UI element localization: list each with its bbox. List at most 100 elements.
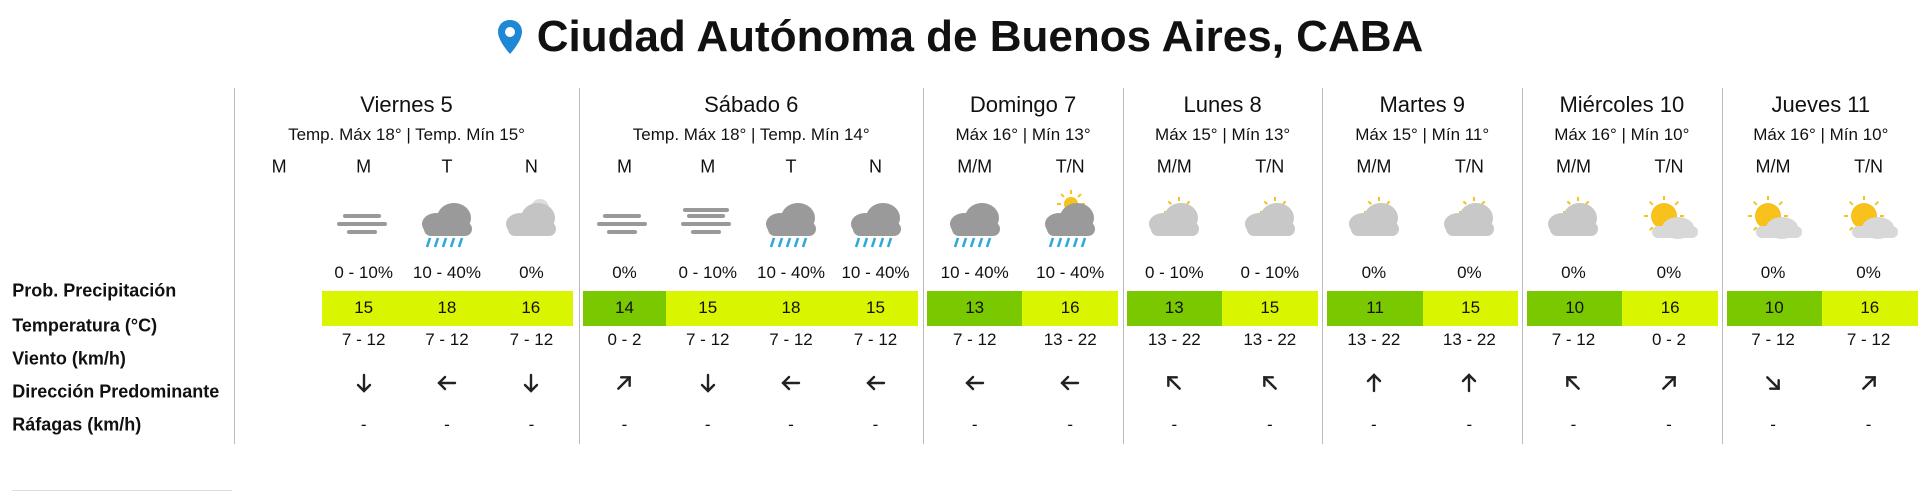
period-label: T/N	[1454, 156, 1484, 177]
row-label: Prob. Precipitación	[12, 280, 177, 301]
day-summary: Temp. Máx 18° | Temp. Mín 15°	[288, 124, 525, 144]
temperature-cell: 11	[1327, 291, 1423, 326]
weather-icon	[1548, 197, 1599, 237]
precipitation: 0%	[519, 263, 544, 283]
title: Ciudad Autónoma de Buenos Aires, CABA	[536, 12, 1424, 61]
column-separator	[1721, 88, 1723, 444]
gust: -	[1466, 414, 1473, 434]
gust: -	[1666, 414, 1672, 434]
weather-icon	[1748, 196, 1803, 240]
period-label: N	[524, 156, 538, 177]
temperature-cell: 14	[582, 291, 667, 326]
direction-arrow	[865, 376, 885, 391]
temperature-cell: 15	[1422, 291, 1519, 326]
period-label: M/M	[957, 156, 993, 177]
direction-arrow	[524, 374, 539, 393]
period-label: M/M	[1356, 156, 1392, 177]
gust: -	[1865, 414, 1872, 434]
period-label: M/M	[1156, 156, 1192, 177]
gust: -	[1266, 414, 1273, 434]
wind: 7 - 12	[425, 330, 469, 350]
precipitation: 0 - 10%	[334, 263, 393, 283]
wind: 7 - 12	[853, 330, 898, 350]
weather-icon	[1643, 196, 1698, 240]
direction-arrow	[1766, 376, 1780, 391]
temperature-cell: 16	[1822, 291, 1918, 326]
weather-icon	[506, 199, 557, 237]
location-pin	[497, 20, 522, 54]
weather-icon	[1149, 197, 1200, 237]
temperature-cell: 10	[1726, 291, 1823, 326]
direction-arrow	[617, 376, 632, 391]
period-label: T/N	[1854, 156, 1884, 177]
day-summary: Temp. Máx 18° | Temp. Mín 14°	[632, 124, 870, 144]
precipitation: 10 - 40%	[412, 263, 481, 283]
day-summary: Máx 16° | Mín 10°	[1554, 124, 1690, 144]
precipitation: 0 - 10%	[1240, 263, 1300, 283]
wind: 7 - 12	[341, 330, 386, 350]
column-separator	[233, 88, 235, 444]
column-separator	[1322, 88, 1324, 444]
day-summary: Máx 16° | Mín 13°	[955, 124, 1091, 144]
temperature-cell: 10	[1526, 291, 1623, 326]
precipitation: 0%	[1561, 263, 1586, 283]
wind: 0 - 2	[607, 330, 642, 350]
day-name: Sábado 6	[704, 92, 799, 118]
wind: 7 - 12	[769, 330, 813, 350]
day-name: Jueves 11	[1771, 92, 1871, 118]
weather-icon	[336, 214, 387, 235]
row-label: Viento (km/h)	[12, 348, 126, 369]
column-separator	[579, 88, 581, 444]
temperature-cell: 18	[749, 291, 833, 326]
wind: 13 - 22	[1243, 330, 1297, 350]
gust: -	[1171, 414, 1178, 434]
direction-arrow	[356, 374, 371, 393]
period-label: M	[616, 156, 632, 177]
direction-arrow	[1167, 376, 1182, 391]
wind: 0 - 2	[1651, 330, 1686, 350]
wind: 7 - 12	[1846, 330, 1891, 350]
direction-arrow	[1462, 373, 1477, 393]
direction-arrow	[1566, 376, 1581, 391]
gust: -	[360, 414, 367, 434]
wind: 13 - 22	[1043, 330, 1097, 350]
day-name: Viernes 5	[360, 92, 453, 118]
precipitation: 0%	[1457, 263, 1482, 283]
direction-arrow	[1262, 376, 1277, 391]
precipitation: 10 - 40%	[1036, 263, 1105, 283]
column-separator	[1122, 88, 1124, 444]
direction-arrow	[437, 376, 457, 391]
direction-arrow	[1366, 373, 1382, 393]
temperature-cell: 16	[488, 291, 574, 326]
day-name: Martes 9	[1379, 92, 1466, 118]
weather-icon	[597, 214, 648, 235]
gust: -	[704, 414, 711, 434]
gust: -	[872, 414, 879, 434]
period-label: T	[441, 156, 453, 177]
wind: 13 - 22	[1147, 330, 1201, 350]
gust: -	[1770, 414, 1776, 434]
direction-arrow	[1060, 376, 1080, 391]
temperature-cell: 16	[1622, 291, 1718, 326]
day-name: Miércoles 10	[1559, 92, 1685, 118]
direction-arrow	[781, 376, 801, 391]
weather-icon	[766, 203, 817, 248]
gust: -	[621, 414, 628, 434]
temperature-cell: 13	[1126, 291, 1223, 326]
period-label: M	[700, 156, 716, 177]
gust: -	[528, 414, 535, 434]
row-label: Dirección Predominante	[12, 381, 220, 402]
direction-arrow	[700, 374, 715, 393]
direction-arrow	[1861, 376, 1876, 391]
row-label: Temperatura (°C)	[12, 315, 158, 336]
period-label: T/N	[1055, 156, 1085, 177]
weather-icon	[1843, 196, 1898, 240]
temperature-cell: 18	[405, 291, 489, 326]
day-name: Domingo 7	[969, 92, 1077, 118]
period-label: N	[869, 156, 882, 177]
row-label: Ráfagas (km/h)	[12, 414, 142, 435]
column-separator	[1522, 88, 1524, 444]
period-label: M	[271, 156, 287, 177]
precipitation: 0%	[1361, 263, 1387, 283]
day-summary: Máx 15° | Mín 11°	[1355, 124, 1490, 144]
